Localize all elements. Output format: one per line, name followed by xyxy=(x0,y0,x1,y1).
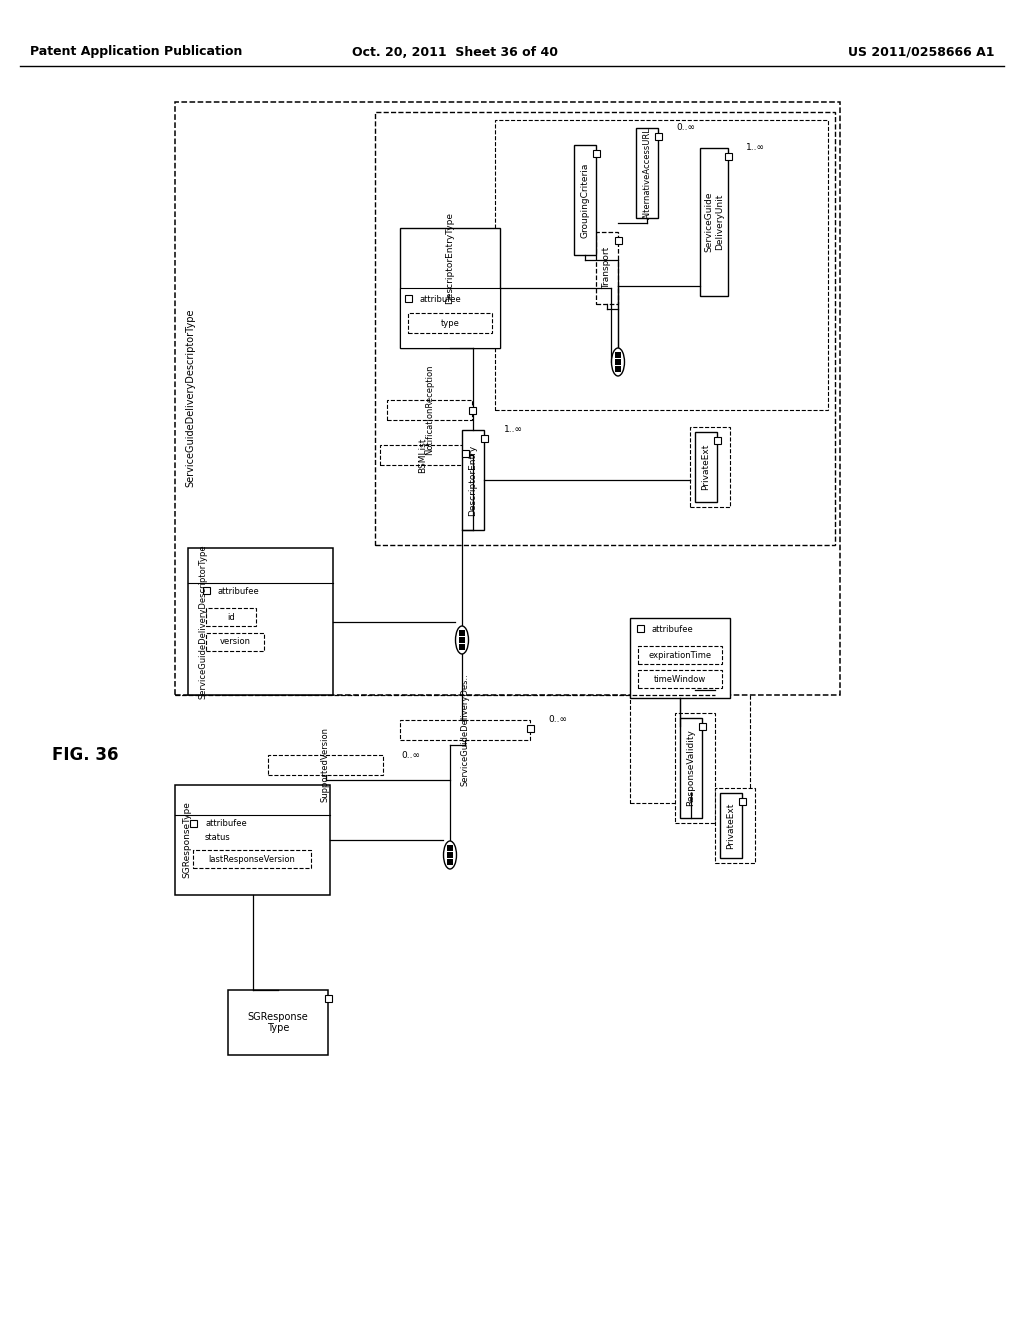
Bar xyxy=(480,434,487,441)
Bar xyxy=(614,236,622,243)
Text: AlternativeAccessURL: AlternativeAccessURL xyxy=(642,127,651,219)
Ellipse shape xyxy=(456,626,469,653)
Text: Patent Application Publication: Patent Application Publication xyxy=(30,45,243,58)
Bar xyxy=(459,638,465,643)
Text: attribufee: attribufee xyxy=(205,820,247,829)
Bar xyxy=(630,618,730,698)
Bar xyxy=(203,586,210,594)
Text: attribufee: attribufee xyxy=(420,294,462,304)
Bar xyxy=(680,718,702,818)
Bar xyxy=(698,722,706,730)
Text: id: id xyxy=(227,612,234,622)
Bar xyxy=(447,845,453,851)
Bar xyxy=(725,153,731,160)
Bar xyxy=(400,228,500,348)
Text: ResponseValidity: ResponseValidity xyxy=(686,730,695,807)
Bar xyxy=(459,644,465,649)
Bar xyxy=(447,851,453,858)
Text: Transport: Transport xyxy=(602,247,611,289)
Text: ServiceGuide
DeliveryUnit: ServiceGuide DeliveryUnit xyxy=(705,191,724,252)
Bar xyxy=(637,624,643,631)
Bar xyxy=(574,145,596,255)
Text: 0..∞: 0..∞ xyxy=(401,751,420,759)
Text: DescriptorEntryType: DescriptorEntryType xyxy=(445,213,455,304)
Text: ServiceGuideDeliveryDescriptorType: ServiceGuideDeliveryDescriptorType xyxy=(199,544,208,698)
Bar xyxy=(400,719,530,741)
Bar xyxy=(615,366,621,372)
Text: FIG. 36: FIG. 36 xyxy=(52,746,118,764)
Text: attribufee: attribufee xyxy=(652,624,693,634)
Bar xyxy=(630,618,750,803)
Text: expirationTime: expirationTime xyxy=(648,651,712,660)
Text: BSMList: BSMList xyxy=(418,437,427,473)
Text: Oct. 20, 2011  Sheet 36 of 40: Oct. 20, 2011 Sheet 36 of 40 xyxy=(352,45,558,58)
Bar xyxy=(375,112,835,545)
Text: 0..∞: 0..∞ xyxy=(677,124,695,132)
Bar xyxy=(404,294,412,301)
Text: US 2011/0258666 A1: US 2011/0258666 A1 xyxy=(848,45,994,58)
Bar xyxy=(638,671,722,688)
Bar xyxy=(462,450,469,457)
Bar xyxy=(495,120,828,411)
Bar xyxy=(408,313,492,333)
Bar xyxy=(175,102,840,696)
Text: SupportedVersion: SupportedVersion xyxy=(321,727,330,803)
Text: SGResponseType: SGResponseType xyxy=(182,801,191,878)
Bar xyxy=(636,128,658,218)
Bar xyxy=(400,288,500,348)
Text: PrivateExt: PrivateExt xyxy=(726,803,735,849)
Text: DescriptorEntry: DescriptorEntry xyxy=(469,445,477,516)
Bar xyxy=(175,785,330,895)
Text: status: status xyxy=(205,833,230,842)
Bar xyxy=(325,994,332,1002)
Text: timeWindow: timeWindow xyxy=(654,675,707,684)
Bar xyxy=(268,755,383,775)
Bar xyxy=(593,149,599,157)
Bar xyxy=(206,609,256,626)
Bar xyxy=(193,850,311,869)
Bar xyxy=(738,797,745,804)
Text: SGResponse
Type: SGResponse Type xyxy=(248,1011,308,1034)
Bar xyxy=(700,148,728,296)
Text: ServiceGuideDeliveryDescriptorType: ServiceGuideDeliveryDescriptorType xyxy=(185,309,195,487)
Text: 0..∞: 0..∞ xyxy=(548,715,567,725)
Bar xyxy=(462,430,484,531)
Bar xyxy=(526,725,534,731)
Text: PrivateExt: PrivateExt xyxy=(701,444,711,490)
Bar xyxy=(720,793,742,858)
Text: ServiceGuideDeliveryDes..: ServiceGuideDeliveryDes.. xyxy=(461,673,469,787)
Bar xyxy=(380,445,465,465)
Bar xyxy=(654,132,662,140)
Ellipse shape xyxy=(443,841,457,869)
Text: 1..∞: 1..∞ xyxy=(504,425,523,434)
Bar xyxy=(638,645,722,664)
Bar xyxy=(459,630,465,636)
Bar xyxy=(675,713,715,822)
Text: lastResponseVersion: lastResponseVersion xyxy=(209,854,296,863)
Bar xyxy=(447,859,453,865)
Ellipse shape xyxy=(611,348,625,376)
Bar xyxy=(695,432,717,502)
Bar xyxy=(469,407,475,413)
Text: attribufee: attribufee xyxy=(218,586,260,595)
Text: 1..∞: 1..∞ xyxy=(746,144,765,153)
Text: type: type xyxy=(440,318,460,327)
Text: GroupingCriteria: GroupingCriteria xyxy=(581,162,590,238)
Bar xyxy=(189,820,197,826)
Bar xyxy=(596,232,618,304)
Bar xyxy=(715,788,755,863)
Text: version: version xyxy=(219,638,251,647)
Bar xyxy=(690,426,730,507)
Bar xyxy=(188,548,333,696)
Bar xyxy=(714,437,721,444)
Bar xyxy=(206,634,264,651)
Bar xyxy=(615,352,621,358)
Text: NotificationReception: NotificationReception xyxy=(425,364,434,455)
Bar xyxy=(228,990,328,1055)
Bar xyxy=(387,400,472,420)
Bar xyxy=(615,359,621,366)
